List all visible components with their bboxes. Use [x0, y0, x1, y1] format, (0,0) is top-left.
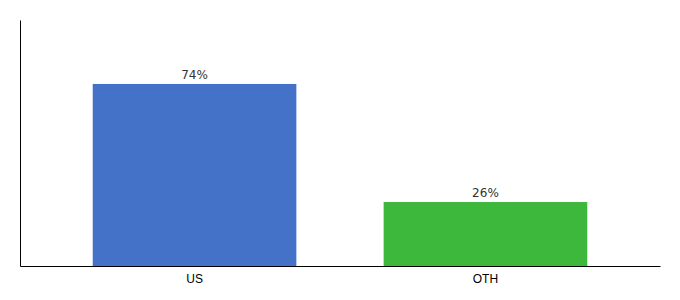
y-axis — [20, 21, 21, 267]
x-tick: OTH — [473, 266, 498, 286]
y-axis-line — [20, 21, 21, 267]
chart-svg: 74% 26% US OTH — [0, 0, 680, 300]
data-label: 26% — [472, 186, 499, 200]
bars — [93, 84, 588, 266]
bar — [93, 84, 297, 266]
data-labels: 74% 26% — [181, 68, 499, 200]
x-axis: US OTH — [21, 266, 661, 286]
data-label: 74% — [181, 68, 208, 82]
x-tick-label: US — [186, 272, 203, 286]
x-tick-label: OTH — [473, 272, 498, 286]
plot-area: 74% 26% US OTH — [21, 21, 661, 286]
x-axis-line — [21, 266, 661, 267]
x-tick: US — [186, 266, 203, 286]
bar — [384, 202, 588, 266]
